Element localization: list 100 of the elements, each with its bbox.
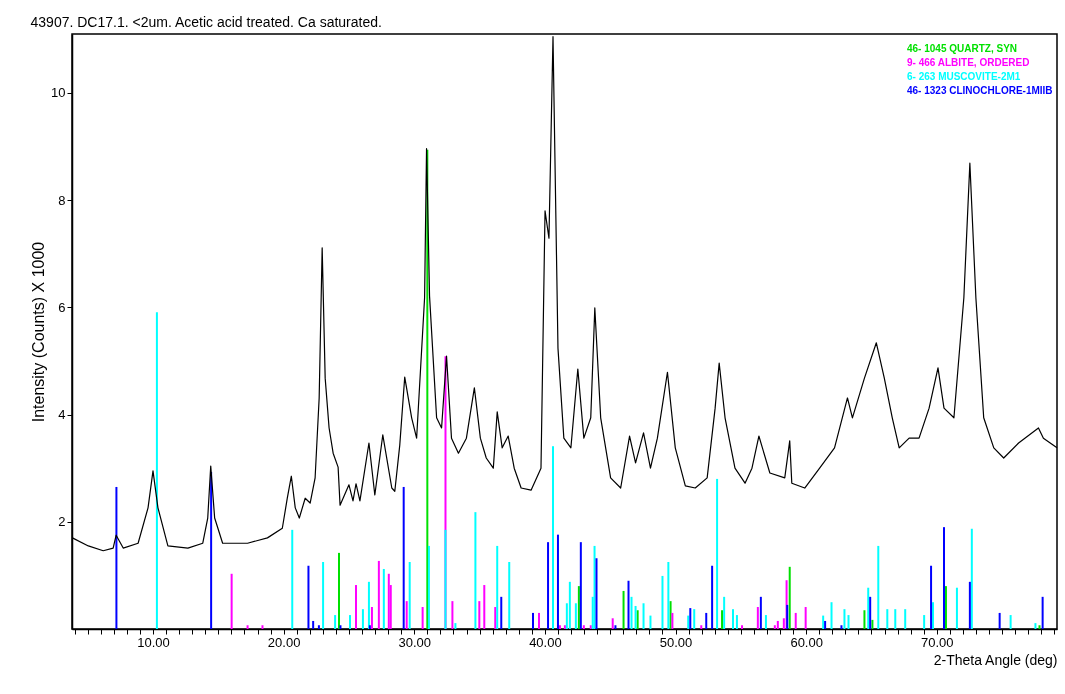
bar xyxy=(786,604,789,629)
bar xyxy=(444,529,447,629)
bar xyxy=(634,605,637,629)
bar xyxy=(998,612,1001,629)
bar xyxy=(667,562,670,629)
x-tick-label: 40.00 xyxy=(529,634,562,650)
bar xyxy=(582,625,585,629)
x-tick-label: 20.00 xyxy=(267,634,301,650)
y-tick-label: 2 xyxy=(58,514,66,530)
bar xyxy=(642,603,645,629)
bar xyxy=(230,573,233,629)
bar xyxy=(595,558,598,629)
bar xyxy=(558,625,561,629)
bar xyxy=(577,586,580,629)
bar xyxy=(1009,615,1012,629)
x-tick-label: 10.00 xyxy=(137,634,170,650)
bar xyxy=(593,545,596,629)
bar xyxy=(614,625,617,629)
bar xyxy=(552,446,554,629)
bar xyxy=(1034,623,1037,629)
bar xyxy=(589,625,592,629)
bar xyxy=(1041,596,1044,629)
bar xyxy=(955,587,958,629)
bar xyxy=(711,565,714,629)
bar xyxy=(932,602,935,629)
bar xyxy=(968,581,971,629)
bar xyxy=(115,486,118,629)
bar xyxy=(759,596,762,629)
bar xyxy=(847,615,850,629)
bar xyxy=(732,609,735,629)
bar xyxy=(563,625,566,629)
bar xyxy=(830,602,833,629)
bar xyxy=(649,615,652,629)
bar xyxy=(355,585,357,629)
y-tick-label: 4 xyxy=(58,407,66,423)
bar xyxy=(402,486,405,629)
bar xyxy=(894,609,897,629)
bar xyxy=(568,581,571,629)
bar xyxy=(334,615,337,629)
bar xyxy=(636,610,639,629)
bar xyxy=(871,619,874,629)
bar xyxy=(387,573,390,629)
bar xyxy=(693,609,696,629)
bar xyxy=(427,545,430,629)
bar xyxy=(689,608,692,629)
bar xyxy=(716,478,719,629)
bar xyxy=(741,625,744,629)
bar xyxy=(705,612,708,629)
chart-title: 43907. DC17.1. <2um. Acetic acid treated. Ca saturated. xyxy=(30,14,382,30)
bar xyxy=(421,607,424,629)
bar xyxy=(944,586,947,629)
bar xyxy=(494,607,497,629)
bar xyxy=(843,609,846,629)
bar xyxy=(579,542,582,629)
bar xyxy=(840,625,843,629)
bar xyxy=(382,568,385,629)
bar xyxy=(661,575,664,629)
text: 46- 1045 QUARTZ, SYN xyxy=(907,43,1018,54)
bar xyxy=(867,587,870,629)
bar xyxy=(367,581,370,629)
text: 46- 1323 CLINOCHLORE-1MIIB xyxy=(907,85,1053,96)
bar xyxy=(246,625,249,629)
x-tick-label: 30.00 xyxy=(398,634,432,650)
bar xyxy=(408,562,411,629)
y-axis-title: Intensity (Counts) X 1000 xyxy=(30,241,48,423)
bar xyxy=(261,625,264,629)
bar xyxy=(370,607,373,629)
text: 9- 466 ALBITE, ORDERED xyxy=(907,57,1030,68)
bar xyxy=(317,625,320,629)
bar xyxy=(291,529,294,629)
bar xyxy=(773,625,776,629)
bar xyxy=(508,562,511,629)
bar xyxy=(574,603,577,629)
bar xyxy=(556,534,559,629)
bar xyxy=(863,610,866,629)
bar xyxy=(630,596,633,629)
bar xyxy=(547,542,550,629)
bar xyxy=(788,566,791,629)
x-tick-label: 60.00 xyxy=(790,634,823,650)
bar xyxy=(804,607,807,629)
bar xyxy=(368,625,371,629)
bar xyxy=(627,580,630,629)
y-tick-label: 8 xyxy=(58,192,66,208)
bar xyxy=(478,601,481,629)
bar xyxy=(877,545,880,629)
bar xyxy=(500,596,503,629)
bar xyxy=(869,596,872,629)
x-tick-label: 50.00 xyxy=(659,634,693,650)
bar xyxy=(886,609,889,629)
bar xyxy=(451,601,454,629)
bar xyxy=(339,625,342,629)
bar xyxy=(454,623,457,629)
x-tick-label: 70.00 xyxy=(921,634,954,650)
bar xyxy=(700,625,703,629)
bar xyxy=(904,609,907,629)
bar xyxy=(671,612,674,629)
bar xyxy=(361,609,364,629)
bar xyxy=(312,620,315,629)
bar xyxy=(474,512,477,629)
bar xyxy=(307,565,310,629)
